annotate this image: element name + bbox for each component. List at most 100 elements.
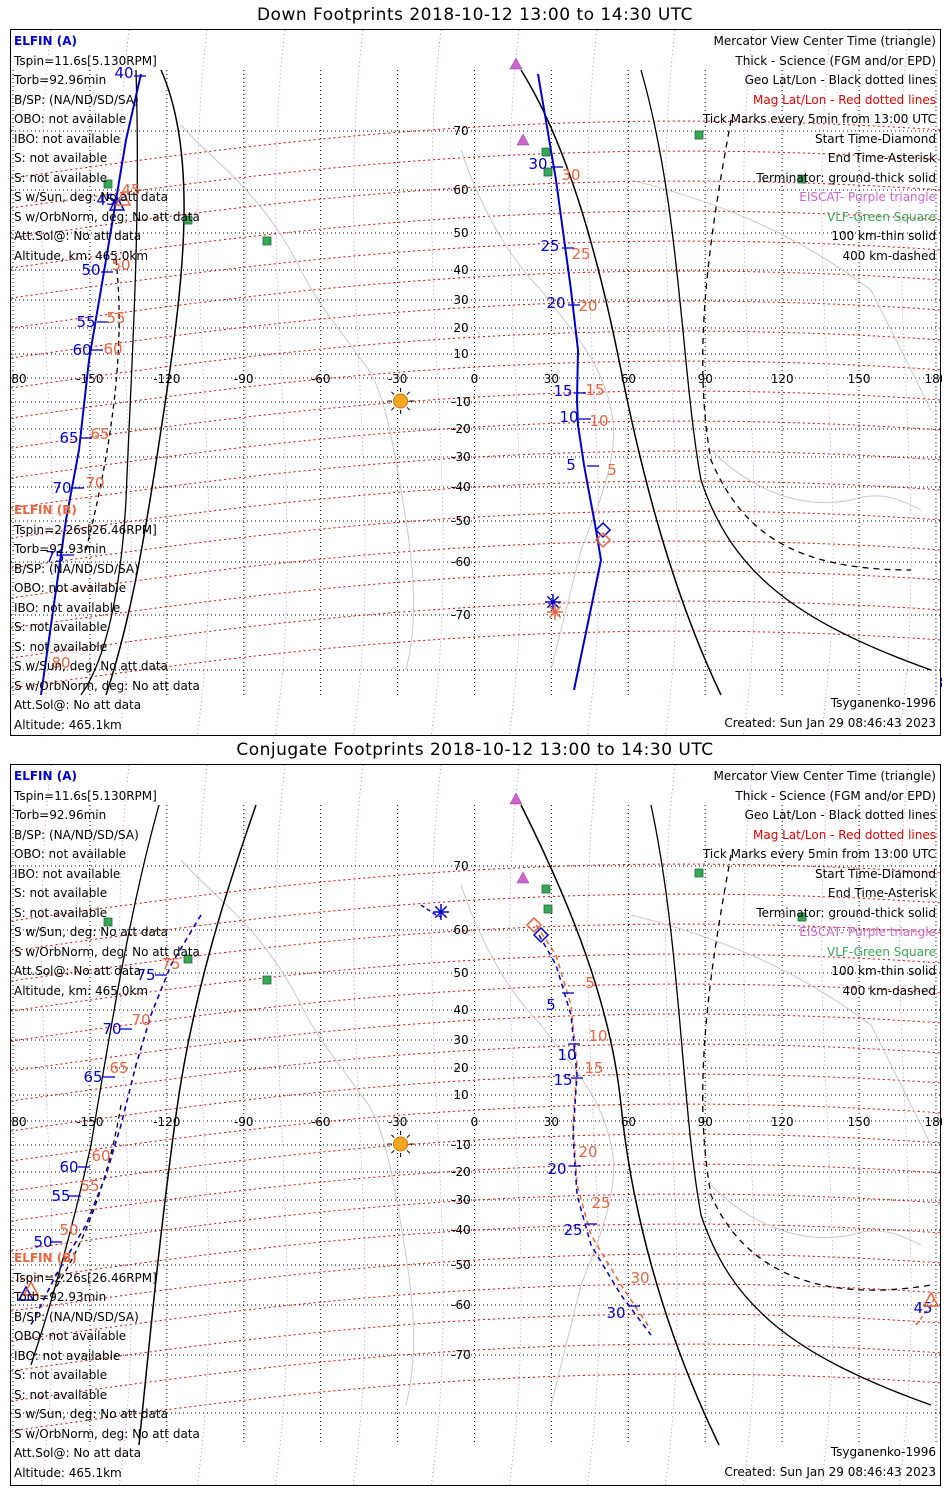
sun-ray [391, 391, 395, 395]
mag-latitude-line [11, 1163, 942, 1222]
terminator-line [650, 804, 932, 1406]
mag-latitude-line [11, 270, 942, 329]
elfin-b-name: ELFIN (B) [14, 503, 77, 517]
info-line: Att.Sol@: No att data [14, 698, 142, 712]
latitude-label: 70 [453, 124, 468, 138]
info-line: Torb=92.93min [14, 1290, 107, 1304]
coastline [630, 179, 932, 411]
legend-item: 400 km-dashed [842, 983, 936, 998]
info-line: IBO: not available [14, 1348, 121, 1363]
terminator-line [138, 804, 257, 1446]
longitude-label: 60 [621, 1115, 636, 1129]
track-time-label: 25 [540, 237, 559, 255]
coastline [180, 124, 415, 671]
latitude-label: -50 [451, 514, 471, 528]
mag-latitude-line [11, 1043, 942, 1102]
mag-latitude-line [11, 953, 942, 1012]
mag-longitude-line [508, 30, 522, 737]
mag-latitude-line [11, 120, 942, 179]
end-asterisk-icon [434, 905, 448, 919]
track-time-label: 55 [106, 309, 125, 327]
latitude-label: 70 [453, 859, 468, 873]
latitude-label: 10 [453, 1088, 468, 1102]
info-line: IBO: not available [14, 600, 121, 615]
track-time-label: 50 [59, 1221, 78, 1239]
vlf-square-icon [797, 174, 807, 184]
vlf-square-icon [103, 179, 113, 189]
info-line: S: not available [14, 620, 108, 634]
vlf-square-icon [541, 884, 551, 894]
legend-item: Geo Lat/Lon - Black dotted lines [744, 808, 936, 822]
legend-item: Mercator View Center Time (triangle) [713, 34, 936, 48]
center-triangle-icon [17, 1285, 35, 1301]
info-line: B/SP: (NA/ND/SD/SA) [14, 827, 139, 842]
track-time-label: 70 [52, 479, 71, 497]
mag-latitude-line [11, 1313, 942, 1372]
latitude-label: -30 [451, 1193, 471, 1207]
info-line: S w/Sun, deg: No att data [14, 1407, 168, 1421]
vlf-square-icon [694, 868, 704, 878]
down-footprints-map: -180 -150 -120 -90 -60 -30 0 30 60 90 120 150 180 70 6… [10, 29, 942, 737]
mag-latitude-line [11, 1013, 942, 1072]
track-time-label: 25 [591, 1194, 610, 1212]
coastline [180, 859, 415, 1406]
terminator-line [105, 69, 185, 696]
info-line: Att.Sol@: No att data [14, 1446, 142, 1460]
info-line: Torb=92.96min [14, 73, 107, 87]
latitude-label: 20 [453, 321, 468, 335]
sun-ray [406, 1150, 411, 1154]
mag-latitude-line [11, 210, 942, 269]
track-time-label: 55 [76, 313, 95, 331]
elfin-b-lines: Tspin=2.26s[26.46RPM] Torb=92.93min B/SP: … [14, 1269, 200, 1484]
track-time-label: 25 [563, 1221, 582, 1239]
track-time-label: 70 [85, 474, 104, 492]
mag-latitude-line [11, 420, 942, 479]
legend-item: Terminator: ground-thick solid [756, 905, 936, 920]
elfin-a-info: ELFIN (A) Tspin=11.6s[5.130RPM] Torb=92.9… [14, 32, 200, 266]
info-line: B/SP: (NA/ND/SD/SA) [14, 1309, 139, 1324]
track-time-label: 15 [553, 1071, 572, 1089]
latitude-label: -10 [451, 395, 471, 409]
mag-latitude-line [11, 600, 942, 659]
info-line: S: not available [14, 905, 108, 920]
elfin-a-lines: Tspin=11.6s[5.130RPM] Torb=92.96min B/SP: … [14, 52, 200, 267]
legend-item: VLF-Green Square [827, 944, 936, 959]
track-time-label: 15 [585, 381, 604, 399]
longitude-label: 180 [925, 1115, 942, 1129]
track-time-label: 70 [131, 1011, 150, 1029]
coastline [710, 449, 922, 511]
track-time-label: 65 [90, 425, 109, 443]
latitude-label: 20 [453, 1061, 468, 1075]
model-label: Tsyganenko-1996 [830, 696, 936, 710]
elfin-a-track [40, 73, 142, 696]
mag-latitude-line [11, 923, 942, 982]
mag-latitude-line [11, 1283, 942, 1342]
mag-longitude-line [586, 30, 600, 737]
legend-item: Tick Marks every 5min from 13:00 UTC [702, 847, 936, 861]
longitude-label: 90 [698, 372, 713, 386]
mag-latitude-line [11, 983, 942, 1042]
legend-item: Tick Marks every 5min from 13:00 UTC [702, 112, 936, 126]
mag-latitude-line [11, 1073, 942, 1132]
legend-item: Mag Lat/Lon - Red dotted lines [752, 827, 936, 842]
info-line: IBO: not available [14, 866, 121, 881]
info-line: IBO: not available [14, 131, 121, 146]
track-time-label: 40 [114, 64, 133, 82]
elfin-b-track [535, 924, 652, 1331]
created-label: Created: Sun Jan 29 08:46:43 2023 [724, 1465, 936, 1479]
track-time-label: 20 [578, 1143, 597, 1161]
terminator-line [30, 804, 160, 1366]
legend: Mercator View Center Time (triangle) Thic… [703, 32, 936, 266]
mag-latitude-line [11, 1223, 942, 1282]
track-time-label: 45 [913, 1299, 932, 1317]
longitude-label: -30 [388, 1115, 408, 1129]
info-line: S w/Sun, deg: No att data [14, 659, 168, 673]
mag-latitude-line [11, 540, 942, 599]
track-time-label: 20 [578, 297, 597, 315]
info-line: S w/Sun, deg: No att data [14, 925, 168, 939]
legend-item: EISCAT- Purple triangle [799, 190, 936, 204]
terminator-line [640, 69, 932, 671]
mag-longitude-line [664, 30, 678, 737]
terminator-line [702, 854, 932, 1291]
info-line: B/SP: (NA/ND/SD/SA) [14, 561, 139, 576]
